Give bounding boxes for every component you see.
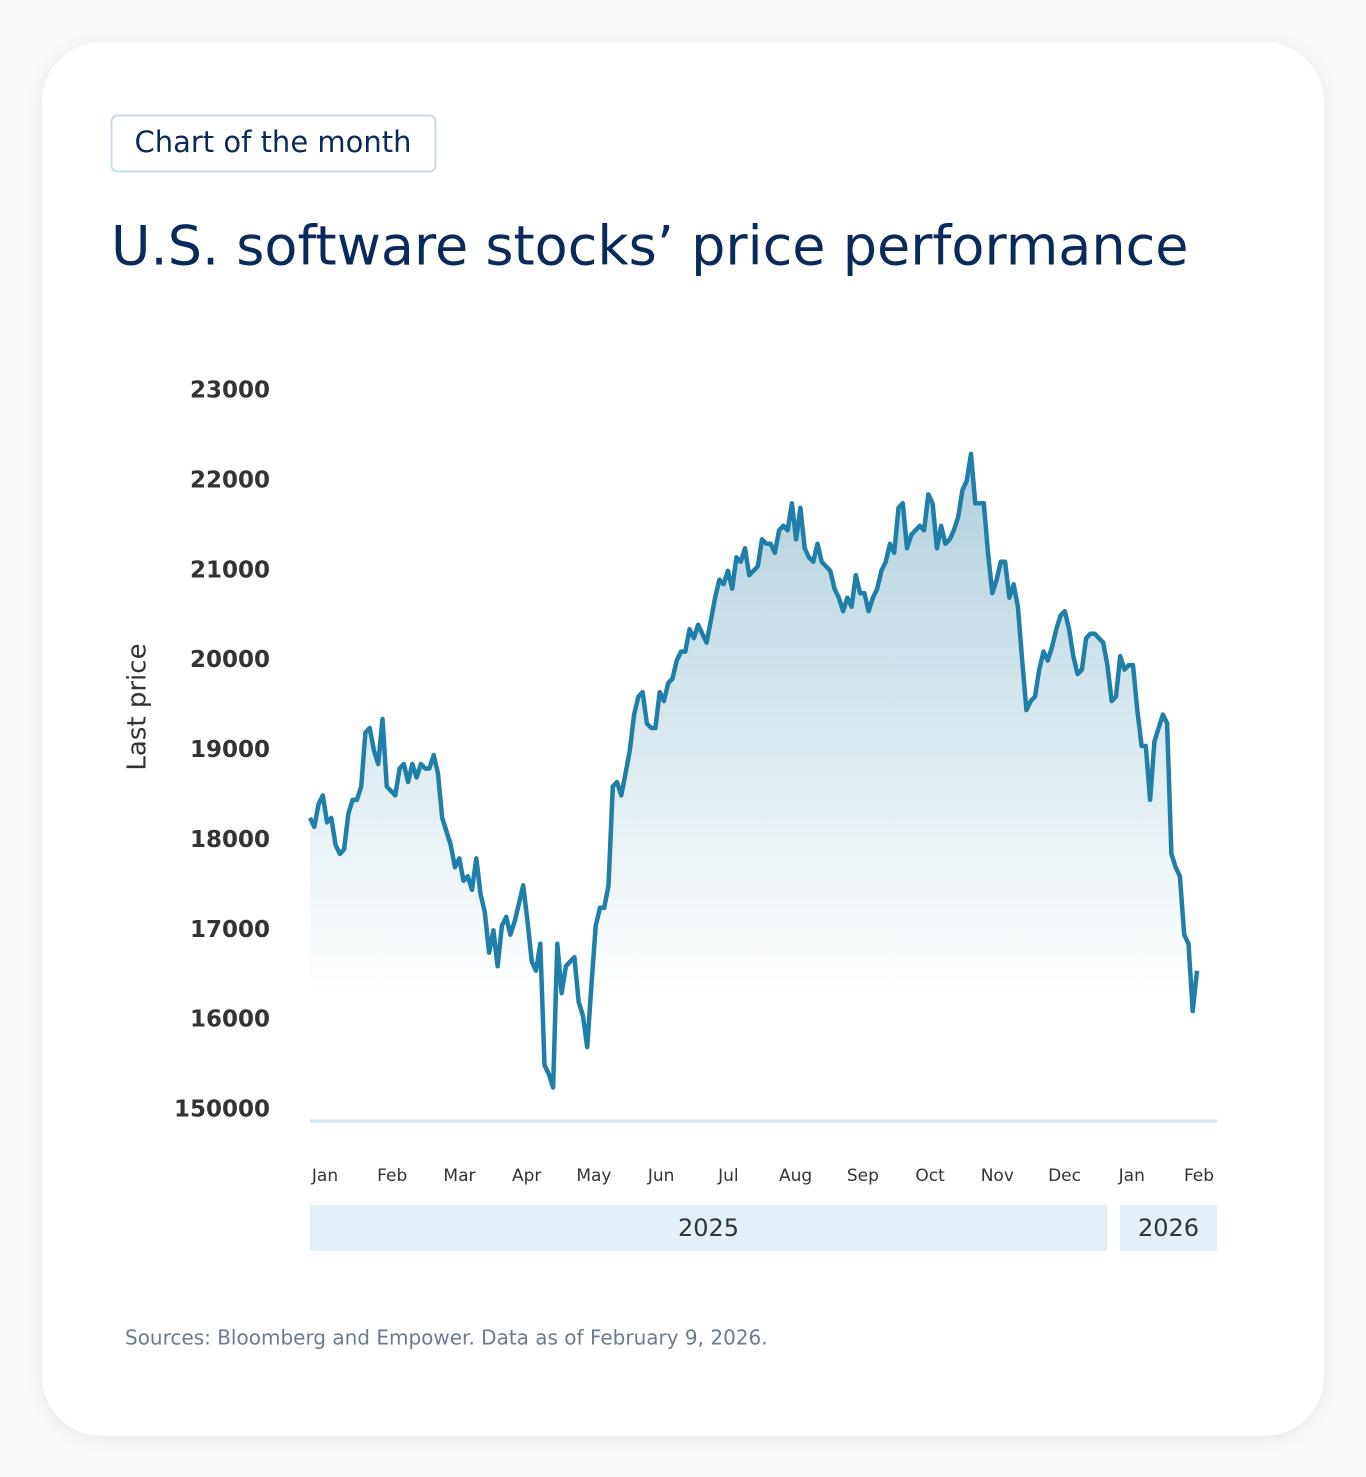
x-tick-label: Feb (377, 1166, 407, 1186)
x-tick-label: Oct (915, 1166, 945, 1186)
tag-box (110, 114, 437, 173)
x-tick-label: Aug (779, 1166, 812, 1186)
year-label: 2025 (678, 1214, 739, 1242)
x-tick-label: May (576, 1166, 611, 1186)
plot: 150000 16000 17000 18000 19000 20000 21000 2200… (174, 378, 1217, 1251)
y-tick-label: 20000 (190, 647, 270, 673)
x-tick-label: Dec (1048, 1166, 1081, 1186)
x-tick-label: Jun (647, 1166, 675, 1186)
x-tick-label: Mar (443, 1166, 475, 1186)
x-tick-label: Sep (847, 1166, 879, 1186)
x-tick-label: Apr (512, 1166, 541, 1186)
tag: Chart of the month (134, 125, 411, 159)
y-tick-label: 23000 (190, 378, 270, 404)
y-tick-label: 22000 (190, 467, 270, 493)
year-label: 2026 (1138, 1214, 1199, 1242)
year-band (1120, 1205, 1217, 1251)
x-tick-label: Jan (311, 1166, 338, 1186)
y-axis-label: Last price (123, 643, 153, 770)
x-tick-label: Jan (1118, 1166, 1145, 1186)
x-tick-label: Jul (717, 1166, 739, 1186)
source-note: Sources: Bloomberg and Empower. Data as … (125, 1326, 768, 1350)
year-band (310, 1205, 1107, 1251)
x-tick-label: Feb (1184, 1166, 1214, 1186)
x-tick-label: Nov (981, 1166, 1014, 1186)
area (310, 453, 1197, 1110)
y-tick-label: 21000 (190, 557, 270, 583)
y-tick-label: 16000 (190, 1007, 270, 1033)
price-line (307, 451, 1200, 1090)
chart-title: U.S. software stocks’ price performance (111, 215, 1189, 278)
y-tick-label: 150000 (174, 1097, 270, 1123)
y-tick-label: 18000 (190, 827, 270, 853)
y-tick-label: 19000 (190, 737, 270, 763)
y-tick-label: 17000 (190, 917, 270, 943)
